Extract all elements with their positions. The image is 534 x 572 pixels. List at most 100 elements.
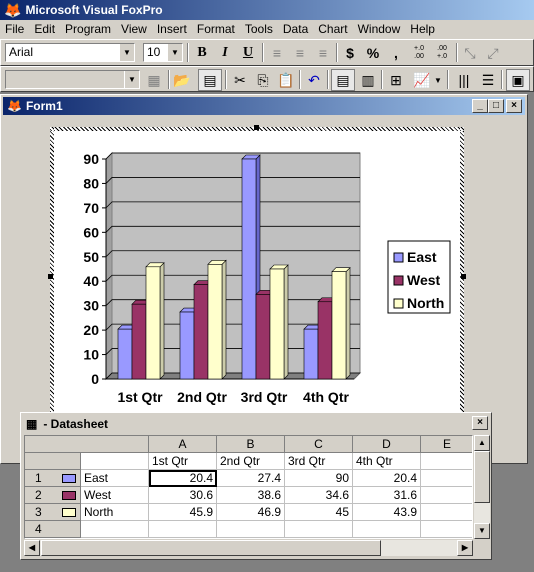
data-cell[interactable]: 45 xyxy=(285,504,353,521)
data-cell[interactable]: 34.6 xyxy=(285,487,353,504)
chevron-down-icon[interactable]: ▼ xyxy=(119,44,134,61)
row-header[interactable]: 2 xyxy=(25,487,81,504)
scroll-down-icon[interactable]: ▼ xyxy=(474,523,490,539)
row-header[interactable] xyxy=(25,453,81,470)
horizontal-scrollbar[interactable]: ◀ ▶ xyxy=(24,540,473,556)
maximize-icon[interactable]: □ xyxy=(488,99,504,113)
row-header[interactable]: 4 xyxy=(25,521,81,538)
column-label-cell[interactable]: 1st Qtr xyxy=(149,453,217,470)
category-gridlines-icon[interactable]: ||| xyxy=(453,69,475,91)
data-cell[interactable] xyxy=(149,521,217,538)
scroll-left-icon[interactable]: ◀ xyxy=(24,540,40,556)
scroll-thumb[interactable] xyxy=(41,540,381,556)
comma-button[interactable]: , xyxy=(385,42,407,64)
data-cell[interactable]: 30.6 xyxy=(149,487,217,504)
data-cell[interactable] xyxy=(421,521,473,538)
data-cell[interactable] xyxy=(285,521,353,538)
select-all-corner[interactable] xyxy=(25,436,149,453)
font-size-combo[interactable]: 10 ▼ xyxy=(143,43,183,62)
chevron-down-icon[interactable]: ▼ xyxy=(433,69,443,91)
by-column-icon[interactable]: ▥ xyxy=(357,69,379,91)
menu-window[interactable]: Window xyxy=(353,20,406,39)
decrease-decimal-button[interactable]: .00 +.0 xyxy=(431,42,453,64)
chevron-down-icon[interactable]: ▼ xyxy=(124,71,139,88)
data-cell[interactable]: 27.4 xyxy=(217,470,285,487)
column-header[interactable]: C xyxy=(285,436,353,453)
data-cell[interactable]: 20.4 xyxy=(149,470,217,487)
row-label-cell[interactable]: West xyxy=(81,487,149,504)
row-header[interactable]: 1 xyxy=(25,470,81,487)
scroll-thumb[interactable] xyxy=(474,451,490,503)
value-gridlines-icon[interactable]: ☰ xyxy=(477,69,499,91)
bold-button[interactable]: B xyxy=(191,42,213,64)
row-label-cell[interactable] xyxy=(81,521,149,538)
chart-type-icon[interactable]: 📈 xyxy=(411,69,433,91)
cut-icon[interactable]: ✂ xyxy=(229,69,251,91)
data-cell[interactable]: 46.9 xyxy=(217,504,285,521)
row-label-cell[interactable]: East xyxy=(81,470,149,487)
align-center-icon[interactable]: ≡ xyxy=(289,42,311,64)
menu-help[interactable]: Help xyxy=(405,20,440,39)
font-combo[interactable]: Arial ▼ xyxy=(5,43,135,62)
align-left-icon[interactable]: ≡ xyxy=(266,42,288,64)
datasheet-grid[interactable]: A B C D E 1st Qtr 2nd Qtr 3rd Qtr 4th Qtr 1 East 20… xyxy=(24,435,473,539)
vertical-scrollbar[interactable]: ▲ ▼ xyxy=(474,435,490,539)
undo-icon[interactable]: ↶ xyxy=(303,69,325,91)
column-header[interactable]: D xyxy=(353,436,421,453)
column-header[interactable]: B xyxy=(217,436,285,453)
italic-button[interactable]: I xyxy=(214,42,236,64)
menu-edit[interactable]: Edit xyxy=(29,20,60,39)
selection-handle[interactable] xyxy=(461,274,466,279)
close-icon[interactable]: × xyxy=(506,99,522,113)
data-cell[interactable] xyxy=(421,487,473,504)
data-cell[interactable]: 90 xyxy=(285,470,353,487)
menu-format[interactable]: Format xyxy=(192,20,240,39)
row-header[interactable]: 3 xyxy=(25,504,81,521)
chart-objects-combo[interactable]: ▼ xyxy=(5,70,140,89)
app-title-bar[interactable]: 🦊 Microsoft Visual FoxPro xyxy=(0,0,534,20)
copy-icon[interactable]: ⎘ xyxy=(252,69,274,91)
column-label-cell[interactable]: 3rd Qtr xyxy=(285,453,353,470)
by-row-icon[interactable]: ▤ xyxy=(331,69,355,91)
data-cell[interactable] xyxy=(217,521,285,538)
view-datasheet-icon[interactable]: ▤ xyxy=(198,69,222,91)
column-header[interactable]: A xyxy=(149,436,217,453)
menu-file[interactable]: File xyxy=(0,20,29,39)
datasheet-title-bar[interactable]: ▦ - Datasheet × xyxy=(22,414,490,433)
menu-tools[interactable]: Tools xyxy=(240,20,278,39)
data-cell[interactable]: 38.6 xyxy=(217,487,285,504)
column-header[interactable]: E xyxy=(421,436,473,453)
data-cell[interactable] xyxy=(353,521,421,538)
column-label-cell[interactable]: 2nd Qtr xyxy=(217,453,285,470)
underline-button[interactable]: U xyxy=(237,42,259,64)
data-table-icon[interactable]: ⊞ xyxy=(385,69,407,91)
scroll-up-icon[interactable]: ▲ xyxy=(474,435,490,451)
selection-handle[interactable] xyxy=(254,125,259,130)
column-label-cell[interactable] xyxy=(421,453,473,470)
row-label-cell[interactable] xyxy=(81,453,149,470)
row-label-cell[interactable]: North xyxy=(81,504,149,521)
menu-view[interactable]: View xyxy=(116,20,152,39)
menu-insert[interactable]: Insert xyxy=(152,20,192,39)
data-cell[interactable] xyxy=(421,470,473,487)
increase-decimal-button[interactable]: +.0 .00 xyxy=(408,42,430,64)
close-icon[interactable]: × xyxy=(472,416,488,430)
paste-icon[interactable]: 📋 xyxy=(275,69,297,91)
legend-icon[interactable]: ▣ xyxy=(506,69,530,91)
chevron-down-icon[interactable]: ▼ xyxy=(167,44,182,61)
menu-program[interactable]: Program xyxy=(60,20,116,39)
data-cell[interactable] xyxy=(421,504,473,521)
rotate-text-icon[interactable]: ⤡ xyxy=(459,42,481,64)
data-cell[interactable]: 45.9 xyxy=(149,504,217,521)
menu-chart[interactable]: Chart xyxy=(313,20,352,39)
data-cell[interactable]: 43.9 xyxy=(353,504,421,521)
rotate-text-up-icon[interactable]: ⤢ xyxy=(482,42,504,64)
data-cell[interactable]: 31.6 xyxy=(353,487,421,504)
format-object-icon[interactable]: ▦ xyxy=(143,69,165,91)
column-label-cell[interactable]: 4th Qtr xyxy=(353,453,421,470)
currency-button[interactable]: $ xyxy=(339,42,361,64)
bar-chart[interactable]: 0 10 20 30 40 50 60 70 80 90 1st Qtr 2nd Qtr 3rd Qtr… xyxy=(54,131,460,413)
align-right-icon[interactable]: ≡ xyxy=(312,42,334,64)
data-cell[interactable]: 20.4 xyxy=(353,470,421,487)
percent-button[interactable]: % xyxy=(362,42,384,64)
